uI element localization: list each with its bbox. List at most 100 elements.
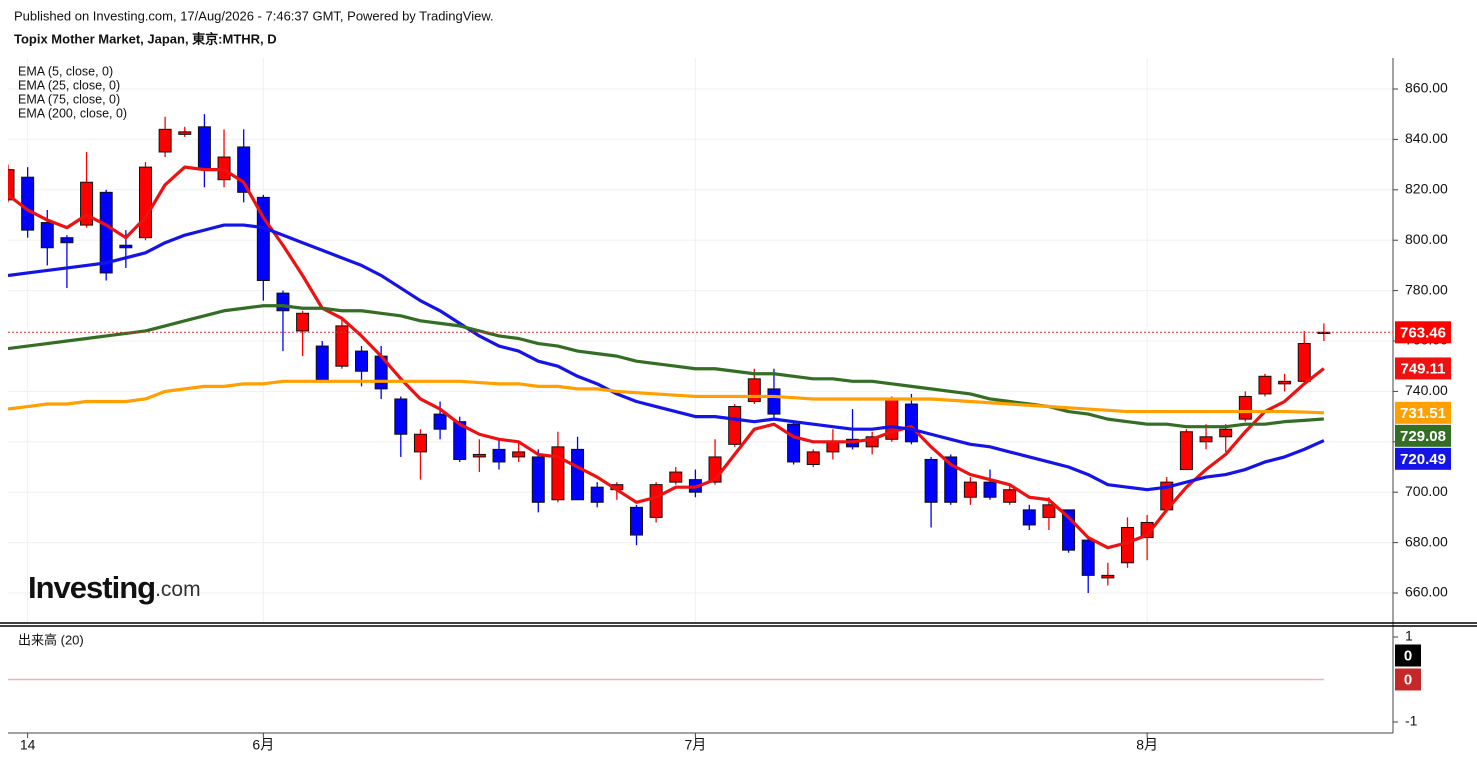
y-tick-label: 800.00	[1405, 231, 1448, 247]
price-badge	[1395, 321, 1451, 344]
candle-body	[1003, 489, 1017, 503]
candle-body	[531, 456, 545, 503]
candle-body	[649, 484, 663, 518]
x-tick-label: 8月	[1136, 737, 1158, 753]
y-tick-label: 680.00	[1405, 533, 1448, 549]
y-tick-label: 740.00	[1405, 382, 1448, 398]
x-tick-label: 7月	[685, 737, 707, 753]
candle-body	[767, 388, 781, 415]
legend-entry: EMA (25, close, 0)	[18, 78, 120, 92]
candle-body	[1278, 380, 1292, 385]
candle-body	[158, 128, 172, 153]
y-tick-label: 700.00	[1405, 483, 1448, 499]
candle-body	[1199, 436, 1213, 443]
candle-body	[1179, 431, 1193, 471]
candle-body	[472, 453, 486, 458]
candle-body	[1081, 539, 1095, 576]
x-tick-label: 6月	[252, 737, 274, 753]
candle-body	[904, 403, 918, 443]
candle-body	[40, 222, 54, 249]
price-badge	[1395, 447, 1451, 470]
x-tick-label: 14	[20, 737, 36, 753]
ema-line	[8, 304, 1324, 429]
candle-body	[453, 421, 467, 460]
candle-body	[197, 126, 211, 171]
y-tick-label: 860.00	[1405, 80, 1448, 96]
logo-name: Investing	[28, 570, 155, 605]
chart-title: Topix Mother Market, Japan, 東京:MTHR, D	[14, 31, 277, 46]
candle-body	[394, 398, 408, 435]
price-badge-label: 729.08	[1400, 428, 1446, 445]
candle-body	[80, 181, 94, 226]
y-tick-label: 1	[1405, 628, 1413, 644]
volume-badge	[1395, 668, 1421, 691]
candle-body	[8, 169, 15, 201]
candle-body	[1219, 428, 1233, 438]
legend-entry: EMA (200, close, 0)	[18, 106, 127, 120]
candle-body	[355, 350, 369, 372]
volume-badge	[1395, 644, 1421, 667]
candle-body	[806, 451, 820, 465]
candle-body	[335, 325, 349, 367]
candle-body	[1022, 509, 1036, 526]
legend-entry: EMA (5, close, 0)	[18, 64, 113, 78]
volume-badge-label: 0	[1404, 647, 1412, 664]
price-badge-label: 763.46	[1400, 324, 1446, 341]
candle-body	[1258, 375, 1272, 395]
y-tick-label: 840.00	[1405, 130, 1448, 146]
candle-body	[747, 378, 761, 402]
legend-entry: EMA (75, close, 0)	[18, 92, 120, 106]
candle-body	[178, 131, 192, 135]
y-tick-label: 780.00	[1405, 281, 1448, 297]
ema-line	[8, 379, 1324, 415]
candle-body	[924, 458, 938, 503]
candle-body	[983, 481, 997, 498]
ema-line	[8, 165, 1325, 550]
price-badge	[1395, 424, 1451, 447]
grid	[8, 58, 1393, 622]
candle-body	[1317, 331, 1331, 334]
candle-body	[590, 486, 604, 503]
published-note: Published on Investing.com, 17/Aug/2026 …	[14, 8, 494, 23]
candle-body	[512, 451, 526, 458]
candle-body	[787, 423, 801, 463]
y-tick-label: -1	[1405, 713, 1418, 729]
price-badge	[1395, 401, 1451, 424]
volume-title: 出来高 (20)	[18, 632, 84, 647]
price-badge-label: 720.49	[1400, 451, 1446, 468]
candle-body	[413, 433, 427, 453]
candle-body	[1238, 395, 1252, 420]
candle-body	[865, 436, 879, 448]
candle-body	[629, 506, 643, 536]
candle-body	[60, 237, 74, 244]
logo-suffix: .com	[155, 578, 201, 601]
candle-body	[296, 312, 310, 332]
candle-body	[963, 481, 977, 498]
logo: Investing.com	[28, 570, 201, 605]
y-tick-label: 820.00	[1405, 181, 1448, 197]
candle-body	[1297, 343, 1311, 382]
candle-body	[492, 448, 506, 463]
y-tick-label: 660.00	[1405, 584, 1448, 600]
candle-body	[1101, 574, 1115, 579]
candle-body	[571, 448, 585, 501]
price-badge	[1395, 357, 1451, 380]
candle-body	[669, 471, 683, 483]
candle-body	[276, 292, 290, 312]
plot-area	[8, 114, 1331, 594]
price-badge-label: 731.51	[1400, 405, 1446, 422]
candle-body	[433, 413, 447, 430]
ema-line	[8, 223, 1325, 492]
candle-body	[138, 166, 152, 239]
candle-body	[728, 406, 742, 445]
candle-body	[315, 345, 329, 382]
candle-body	[99, 191, 113, 274]
candle-body	[944, 456, 958, 503]
volume-badge-label: 0	[1404, 671, 1412, 688]
price-badge-label: 749.11	[1400, 360, 1445, 377]
candle-body	[21, 176, 35, 231]
candle-body	[119, 244, 133, 249]
candle-body	[256, 196, 270, 282]
